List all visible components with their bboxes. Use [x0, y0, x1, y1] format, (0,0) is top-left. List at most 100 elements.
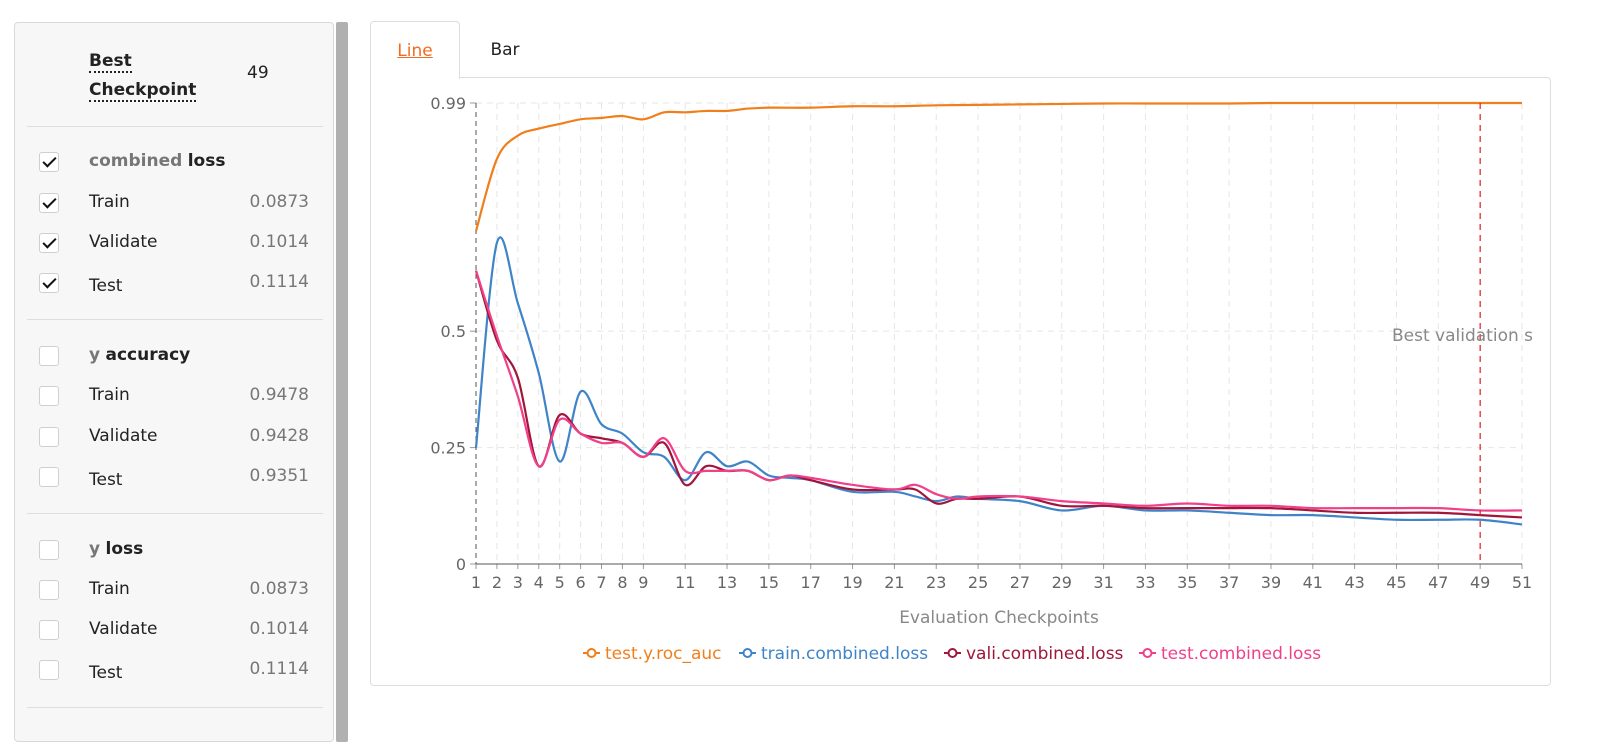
x-tick-label: 15	[759, 573, 779, 592]
best-checkpoint-label: Best Checkpoint	[89, 51, 197, 102]
x-tick-label: 9	[638, 573, 648, 592]
x-tick-label: 49	[1470, 573, 1490, 592]
best-checkpoint-value: 49	[247, 63, 269, 83]
x-tick-label: 13	[717, 573, 737, 592]
x-tick-label: 2	[492, 573, 502, 592]
x-tick-label: 45	[1386, 573, 1406, 592]
metric-value: 0.1114	[249, 659, 309, 679]
series-line-test-combined-loss	[474, 270, 1523, 512]
group-title: combined loss	[89, 151, 226, 171]
x-tick-label: 6	[576, 573, 586, 592]
metric-checkbox[interactable]	[39, 386, 59, 406]
metric-value: 0.9428	[249, 426, 309, 446]
divider	[27, 513, 323, 514]
metric-checkbox[interactable]	[39, 580, 59, 600]
series-line-test-y-roc_auc	[474, 101, 1522, 232]
x-tick-label: 19	[842, 573, 862, 592]
divider	[27, 319, 323, 320]
group-checkbox-combined-loss[interactable]	[39, 152, 59, 172]
legend-marker	[742, 648, 753, 658]
metric-value: 0.9351	[249, 466, 309, 486]
group-checkbox-y-accuracy[interactable]	[39, 346, 59, 366]
divider	[27, 707, 323, 708]
metric-row: Train 0.0873	[15, 188, 335, 218]
metric-checkbox[interactable]	[39, 467, 59, 487]
group-y-accuracy: y accuracy	[15, 341, 335, 371]
legend-label: test.combined.loss	[1161, 644, 1321, 664]
x-tick-label: 3	[513, 573, 523, 592]
metric-row: Test 0.9351	[15, 462, 335, 492]
x-tick-label: 39	[1261, 573, 1281, 592]
series-line-vali-combined-loss	[474, 270, 1523, 519]
legend-label: vali.combined.loss	[966, 644, 1124, 664]
x-tick-label: 25	[968, 573, 988, 592]
chart-panel: 1 2 3 4 5 6 7 8 9 11 13 15 17 19 21 23 25 27 29 31 33 35 37 39 4…	[370, 77, 1551, 686]
metric-checkbox[interactable]	[39, 233, 59, 253]
metric-value: 0.9478	[249, 385, 309, 405]
x-tick-label: 35	[1177, 573, 1197, 592]
x-tick-label: 43	[1344, 573, 1364, 592]
metric-label: Validate	[89, 232, 158, 252]
x-tick-label: 29	[1052, 573, 1072, 592]
metric-row: Test 0.1114	[15, 268, 335, 298]
metric-row: Validate 0.9428	[15, 422, 335, 452]
x-tick-label: 5	[555, 573, 565, 592]
metric-label: Test	[89, 470, 123, 490]
y-tick-label: 0.25	[430, 439, 466, 458]
metric-checkbox[interactable]	[39, 660, 59, 680]
legend-label: test.y.roc_auc	[605, 644, 722, 664]
x-tick-label: 31	[1093, 573, 1113, 592]
metric-row: Test 0.1114	[15, 655, 335, 685]
tab-bar[interactable]: Bar	[490, 40, 520, 60]
x-tick-label: 11	[675, 573, 695, 592]
metric-value: 0.1014	[249, 619, 309, 639]
x-axis-title: Evaluation Checkpoints	[899, 608, 1099, 628]
legend-marker	[586, 648, 597, 658]
metric-checkbox[interactable]	[39, 620, 59, 640]
x-tick-label: 33	[1135, 573, 1155, 592]
metric-checkbox[interactable]	[39, 193, 59, 213]
metric-label: Train	[89, 192, 130, 212]
metric-row: Validate 0.1014	[15, 615, 335, 645]
x-tick-label: 4	[534, 573, 544, 592]
legend-label: train.combined.loss	[761, 644, 928, 664]
sidebar-scrollbar[interactable]	[336, 22, 348, 742]
group-title: y accuracy	[89, 345, 191, 365]
metric-row: Train 0.0873	[15, 575, 335, 605]
metric-label: Validate	[89, 426, 158, 446]
x-tick-label: 51	[1512, 573, 1532, 592]
x-tick-label: 41	[1303, 573, 1323, 592]
metric-value: 0.0873	[249, 579, 309, 599]
x-tick-label: 17	[801, 573, 821, 592]
metric-label: Train	[89, 385, 130, 405]
x-tick-label: 8	[617, 573, 627, 592]
metric-checkbox[interactable]	[39, 273, 59, 293]
metric-checkbox[interactable]	[39, 427, 59, 447]
tab-line[interactable]: Line	[370, 21, 460, 79]
x-tick-label: 21	[884, 573, 904, 592]
y-tick-label: 0	[456, 555, 466, 574]
metric-label: Train	[89, 579, 130, 599]
legend-marker	[1142, 648, 1153, 658]
x-tick-label: 7	[596, 573, 606, 592]
metric-row: Validate 0.1014	[15, 228, 335, 258]
metric-row: Train 0.9478	[15, 381, 335, 411]
legend-marker	[947, 648, 958, 658]
metric-label: Test	[89, 276, 123, 296]
metric-value: 0.1114	[249, 272, 309, 292]
group-y-loss: y loss	[15, 535, 335, 565]
x-tick-label: 47	[1428, 573, 1448, 592]
y-tick-label: 0.99	[430, 94, 466, 113]
metric-value: 0.1014	[249, 232, 309, 252]
metric-value: 0.0873	[249, 192, 309, 212]
y-tick-label: 0.5	[441, 322, 466, 341]
group-title: y loss	[89, 539, 144, 559]
divider	[27, 126, 323, 127]
metric-label: Test	[89, 663, 123, 683]
group-combined-loss: combined loss	[15, 147, 335, 177]
metric-label: Validate	[89, 619, 158, 639]
x-tick-label: 23	[926, 573, 946, 592]
group-checkbox-y-loss[interactable]	[39, 540, 59, 560]
line-chart: 1 2 3 4 5 6 7 8 9 11 13 15 17 19 21 23 25 27 29 31 33 35 37 39 4…	[430, 94, 1533, 664]
best-checkpoint-marker-label: Best validation s	[1392, 326, 1533, 346]
